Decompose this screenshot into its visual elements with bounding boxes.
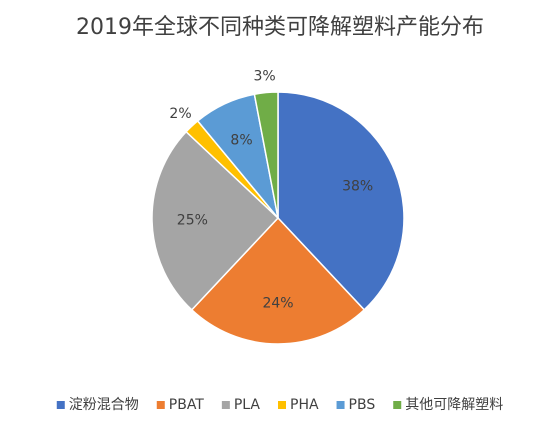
data-label: 24%: [262, 296, 293, 312]
legend-swatch: [221, 401, 230, 409]
legend-label: PHA: [290, 397, 319, 413]
legend-label: PBAT: [169, 397, 205, 413]
data-label: 8%: [230, 132, 252, 148]
legend-label: 淀粉混合物: [69, 397, 139, 413]
pie-slice: [151, 130, 280, 311]
chart-title: 2019年全球不同种类可降解塑料产能分布: [76, 15, 484, 40]
data-label: 25%: [177, 213, 208, 229]
data-label: 2%: [169, 106, 191, 122]
legend-swatch: [336, 401, 345, 409]
pie-slice: [253, 91, 279, 219]
legend-swatch: [56, 401, 65, 409]
legend-label: 其他可降解塑料: [405, 397, 503, 413]
data-label: 3%: [253, 68, 275, 84]
legend-swatch: [393, 401, 402, 409]
data-label: 38%: [342, 178, 373, 194]
legend-swatch: [278, 401, 286, 409]
pie-slice: [277, 91, 405, 311]
legend-label: PLA: [234, 397, 261, 413]
pie-slice: [190, 216, 366, 345]
legend-label: PBS: [349, 397, 376, 413]
legend-swatch: [156, 401, 165, 409]
